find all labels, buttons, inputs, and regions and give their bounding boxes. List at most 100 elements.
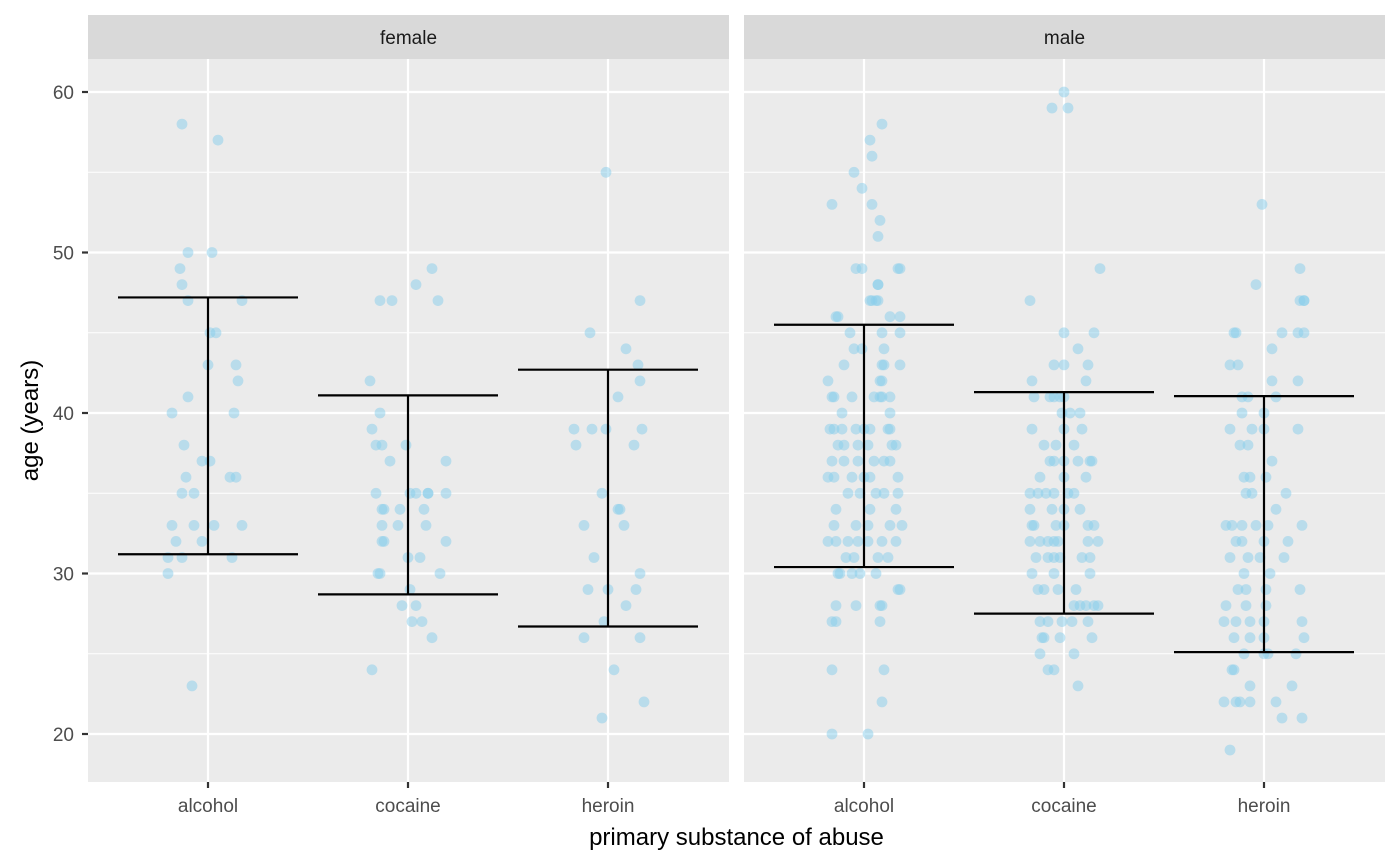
data-point bbox=[1052, 536, 1064, 547]
errorbar-alcohol bbox=[118, 296, 298, 556]
data-point bbox=[1226, 520, 1238, 531]
data-point bbox=[838, 439, 850, 451]
data-point bbox=[848, 166, 860, 178]
data-point bbox=[174, 263, 186, 274]
data-point bbox=[1264, 568, 1276, 579]
data-point bbox=[1298, 632, 1310, 644]
x-tick-alcohol: alcohol bbox=[834, 782, 894, 817]
data-point bbox=[578, 520, 590, 531]
data-point bbox=[892, 487, 904, 499]
data-point bbox=[236, 520, 248, 531]
data-point bbox=[822, 536, 834, 547]
data-point bbox=[1266, 343, 1278, 355]
x-tick-label: cocaine bbox=[1031, 796, 1097, 817]
data-point bbox=[852, 536, 864, 547]
data-point bbox=[1262, 520, 1274, 531]
data-point bbox=[1260, 600, 1272, 611]
data-point bbox=[890, 439, 902, 451]
data-point bbox=[894, 584, 906, 595]
data-point bbox=[838, 359, 850, 371]
data-point bbox=[836, 407, 848, 419]
data-point bbox=[1088, 327, 1100, 339]
data-point bbox=[1072, 680, 1084, 692]
data-point bbox=[634, 375, 646, 387]
data-point bbox=[872, 231, 884, 242]
y-tick-label: 50 bbox=[53, 244, 74, 265]
data-point bbox=[636, 423, 648, 435]
y-tick-label: 40 bbox=[53, 404, 74, 425]
data-point bbox=[874, 616, 886, 627]
data-point bbox=[1092, 600, 1104, 611]
data-point bbox=[1244, 680, 1256, 692]
data-point bbox=[882, 552, 894, 563]
data-point bbox=[392, 520, 404, 531]
data-point bbox=[1230, 616, 1242, 627]
data-point bbox=[612, 391, 624, 403]
data-point bbox=[596, 487, 608, 499]
errorbars-female bbox=[118, 296, 698, 628]
x-tick-label: alcohol bbox=[834, 796, 894, 817]
data-point bbox=[1054, 552, 1066, 563]
data-point bbox=[596, 712, 608, 724]
data-point bbox=[410, 279, 422, 290]
data-point bbox=[840, 552, 852, 563]
data-point bbox=[584, 327, 596, 339]
data-point bbox=[876, 536, 888, 547]
data-point bbox=[1086, 455, 1098, 467]
data-point bbox=[1058, 86, 1070, 98]
data-point bbox=[1278, 552, 1290, 563]
data-point bbox=[1242, 439, 1254, 451]
data-point bbox=[374, 295, 386, 306]
data-point bbox=[394, 503, 406, 515]
data-point bbox=[848, 343, 860, 355]
data-point bbox=[1224, 423, 1236, 435]
data-point bbox=[878, 343, 890, 355]
data-point bbox=[410, 600, 422, 611]
data-point bbox=[1244, 632, 1256, 644]
x-tick-heroin: heroin bbox=[1238, 782, 1290, 817]
data-point bbox=[1048, 568, 1060, 579]
x-tick-label: cocaine bbox=[375, 796, 441, 817]
data-point bbox=[588, 552, 600, 563]
data-point bbox=[1024, 487, 1036, 499]
data-point bbox=[878, 487, 890, 499]
data-point bbox=[1230, 327, 1242, 339]
data-point bbox=[1092, 536, 1104, 547]
data-point bbox=[420, 520, 432, 531]
data-point bbox=[1038, 632, 1050, 644]
data-point bbox=[1024, 536, 1036, 547]
data-point bbox=[432, 295, 444, 306]
data-point bbox=[1244, 616, 1256, 627]
data-point bbox=[620, 343, 632, 355]
data-point bbox=[1030, 552, 1042, 563]
data-point bbox=[1056, 616, 1068, 627]
errorbar-heroin bbox=[518, 368, 698, 628]
data-point bbox=[1224, 744, 1236, 756]
data-point bbox=[1070, 584, 1082, 595]
strip-male bbox=[744, 15, 1385, 59]
data-point bbox=[1038, 439, 1050, 451]
data-point bbox=[878, 359, 890, 371]
data-point bbox=[1218, 696, 1230, 708]
data-point bbox=[570, 439, 582, 451]
data-point bbox=[614, 503, 626, 515]
data-point bbox=[1040, 487, 1052, 499]
data-point bbox=[894, 327, 906, 339]
data-point bbox=[892, 471, 904, 483]
data-point bbox=[406, 616, 418, 627]
x-tick-heroin: heroin bbox=[582, 782, 634, 817]
data-point bbox=[866, 150, 878, 162]
data-point bbox=[1296, 712, 1308, 724]
data-point bbox=[196, 455, 208, 467]
data-point bbox=[1280, 487, 1292, 499]
y-tick-30: 30 bbox=[53, 565, 88, 586]
data-point bbox=[1072, 343, 1084, 355]
data-point bbox=[1074, 407, 1086, 419]
data-point bbox=[386, 295, 398, 306]
errorbar-cocaine bbox=[318, 394, 498, 596]
data-point bbox=[1294, 263, 1306, 274]
data-point bbox=[884, 407, 896, 419]
data-point bbox=[1028, 520, 1040, 531]
data-point bbox=[1024, 503, 1036, 515]
data-point bbox=[210, 327, 222, 339]
